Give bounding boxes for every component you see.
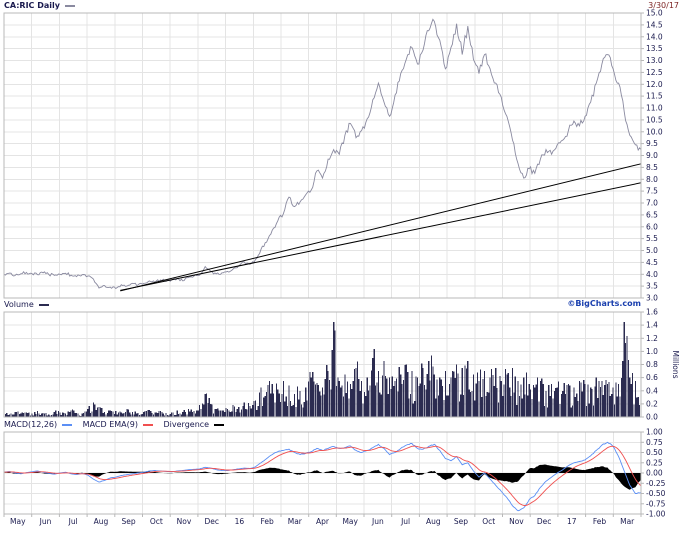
svg-text:4.0: 4.0 <box>646 270 658 279</box>
macd-label: MACD(12,26) <box>4 420 58 429</box>
svg-text:0.4: 0.4 <box>646 386 658 395</box>
svg-text:0.75: 0.75 <box>646 438 663 447</box>
ema-line <box>3 445 642 506</box>
price-header: CA:RIC Daily <box>4 1 83 11</box>
svg-text:Jul: Jul <box>400 517 410 526</box>
svg-text:1.2: 1.2 <box>646 334 658 343</box>
svg-text:8.0: 8.0 <box>646 175 658 184</box>
svg-text:Sep: Sep <box>454 517 468 526</box>
svg-text:6.5: 6.5 <box>646 211 658 220</box>
svg-text:Oct: Oct <box>150 517 163 526</box>
svg-text:14.0: 14.0 <box>646 32 663 41</box>
svg-text:13.0: 13.0 <box>646 56 663 65</box>
svg-text:Dec: Dec <box>204 517 219 526</box>
svg-text:4.5: 4.5 <box>646 258 658 267</box>
svg-text:Nov: Nov <box>509 517 524 526</box>
svg-text:Feb: Feb <box>593 517 607 526</box>
svg-text:3.5: 3.5 <box>646 282 658 291</box>
y-axis-grid-and-labels: 15.0 14.5 14.0 13.5 13.0 12.5 12.0 11.5 11.0 10.5… <box>4 9 680 519</box>
svg-text:0.50: 0.50 <box>646 448 663 457</box>
bigcharts-copyright: ©BigCharts.com <box>567 299 641 308</box>
ema-line-swatch <box>142 423 153 426</box>
svg-text:Mar: Mar <box>288 517 303 526</box>
svg-text:10.5: 10.5 <box>646 116 663 125</box>
svg-text:7.0: 7.0 <box>646 199 658 208</box>
svg-text:9.0: 9.0 <box>646 151 658 160</box>
svg-text:3.0: 3.0 <box>646 294 658 303</box>
svg-text:8.5: 8.5 <box>646 163 658 172</box>
svg-text:Apr: Apr <box>316 517 330 526</box>
svg-text:7.5: 7.5 <box>646 187 658 196</box>
svg-text:15.0: 15.0 <box>646 9 663 18</box>
svg-text:14.5: 14.5 <box>646 21 663 30</box>
ema-label: MACD EMA(9) <box>82 420 138 429</box>
svg-text:17: 17 <box>567 517 577 526</box>
svg-text:-0.25: -0.25 <box>646 479 666 488</box>
svg-text:Mar: Mar <box>620 517 635 526</box>
svg-text:Jun: Jun <box>39 517 52 526</box>
svg-text:-1.00: -1.00 <box>646 510 666 519</box>
svg-text:0.25: 0.25 <box>646 458 663 467</box>
volume-title: Volume <box>4 300 34 309</box>
divergence-swatch <box>214 423 225 426</box>
panel-borders <box>3 12 642 515</box>
svg-text:Aug: Aug <box>426 517 441 526</box>
month-gridlines <box>31 13 614 514</box>
svg-text:Jun: Jun <box>371 517 384 526</box>
price-line-swatch <box>64 4 75 7</box>
chart-date: 3/30/17 <box>648 1 679 10</box>
x-axis-labels: May Jun Jul Aug Sep Oct Nov Dec 16 Feb Mar Apr May Ju… <box>3 514 642 526</box>
divergence-label: Divergence <box>163 420 210 429</box>
svg-text:1.00: 1.00 <box>646 428 663 437</box>
symbol-title: CA:RIC Daily <box>4 1 60 10</box>
svg-text:Dec: Dec <box>537 517 552 526</box>
svg-text:Oct: Oct <box>482 517 495 526</box>
svg-text:1.4: 1.4 <box>646 321 658 330</box>
svg-text:5.0: 5.0 <box>646 246 658 255</box>
svg-text:1.6: 1.6 <box>646 308 658 317</box>
volume-header: Volume <box>4 300 57 310</box>
svg-text:9.5: 9.5 <box>646 139 658 148</box>
svg-text:Feb: Feb <box>260 517 274 526</box>
svg-text:Jul: Jul <box>68 517 78 526</box>
macd-legend: MACD(12,26) MACD EMA(9) Divergence <box>4 420 232 430</box>
divergence-histogram <box>4 464 641 490</box>
svg-text:16: 16 <box>235 517 245 526</box>
svg-text:13.5: 13.5 <box>646 44 663 53</box>
svg-text:11.0: 11.0 <box>646 104 663 113</box>
svg-text:Millions: Millions <box>671 350 680 378</box>
svg-text:Sep: Sep <box>122 517 136 526</box>
svg-text:5.5: 5.5 <box>646 234 658 243</box>
svg-text:-0.75: -0.75 <box>646 499 666 508</box>
svg-text:Nov: Nov <box>177 517 192 526</box>
svg-text:0.0: 0.0 <box>646 413 658 422</box>
svg-text:May: May <box>342 517 358 526</box>
volume-bars <box>3 321 642 418</box>
svg-text:10.0: 10.0 <box>646 127 663 136</box>
svg-text:Aug: Aug <box>94 517 109 526</box>
svg-text:0.8: 0.8 <box>646 360 658 369</box>
svg-text:0.2: 0.2 <box>646 400 658 409</box>
svg-text:0.6: 0.6 <box>646 373 658 382</box>
svg-text:May: May <box>10 517 26 526</box>
macd-line-swatch <box>62 423 73 426</box>
svg-text:12.5: 12.5 <box>646 68 663 77</box>
svg-text:12.0: 12.0 <box>646 80 663 89</box>
svg-text:11.5: 11.5 <box>646 92 663 101</box>
volume-swatch <box>38 303 49 306</box>
trendlines <box>120 163 642 292</box>
price-series <box>3 18 642 290</box>
svg-text:1.0: 1.0 <box>646 347 658 356</box>
svg-text:0.00: 0.00 <box>646 469 663 478</box>
svg-text:6.0: 6.0 <box>646 222 658 231</box>
svg-text:-0.50: -0.50 <box>646 489 666 498</box>
